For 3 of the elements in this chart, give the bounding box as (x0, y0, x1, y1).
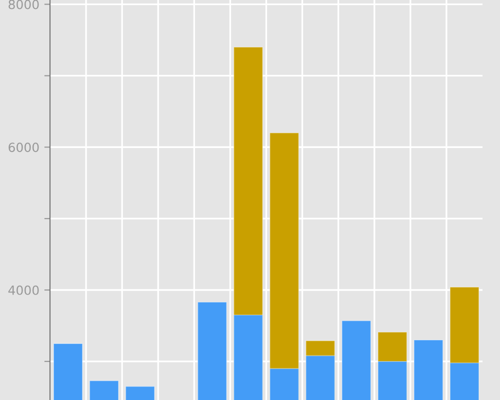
y-tick-label: 6000 (8, 142, 39, 152)
y-tick-label: 4000 (8, 285, 39, 295)
y-tick-label: 8000 (8, 0, 39, 10)
